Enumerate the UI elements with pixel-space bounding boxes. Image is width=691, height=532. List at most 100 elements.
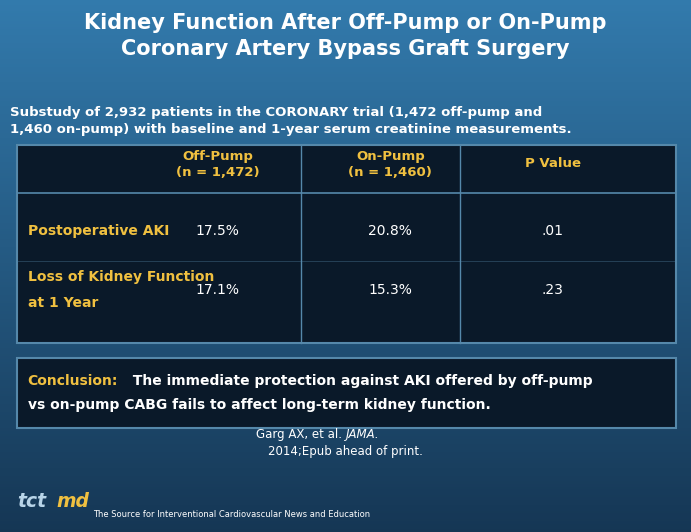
Bar — [0, 178, 691, 181]
Bar — [0, 298, 691, 301]
Bar — [0, 93, 691, 96]
Bar — [0, 290, 691, 293]
Bar — [0, 136, 691, 138]
Bar — [0, 439, 691, 442]
Bar — [0, 458, 691, 460]
Bar — [0, 354, 691, 356]
Bar — [0, 322, 691, 325]
Bar — [0, 237, 691, 239]
Bar — [0, 101, 691, 104]
Bar — [0, 508, 691, 511]
Text: Substudy of 2,932 patients in the CORONARY trial (1,472 off-pump and
1,460 on-pu: Substudy of 2,932 patients in the CORONA… — [10, 106, 572, 136]
Bar — [0, 247, 691, 250]
Bar — [0, 484, 691, 487]
Bar — [0, 394, 691, 396]
Text: .01: .01 — [542, 225, 564, 238]
Bar — [0, 69, 691, 72]
Bar — [0, 362, 691, 364]
Bar — [0, 497, 691, 500]
Bar — [0, 64, 691, 66]
Bar — [0, 311, 691, 314]
Bar — [0, 402, 691, 404]
Bar — [0, 442, 691, 444]
Bar — [0, 513, 691, 516]
Bar — [0, 215, 691, 218]
Bar — [0, 466, 691, 468]
Bar — [0, 516, 691, 519]
Bar — [0, 72, 691, 74]
Bar — [0, 285, 691, 287]
FancyBboxPatch shape — [17, 358, 676, 428]
Bar — [0, 418, 691, 420]
Bar — [0, 447, 691, 450]
Bar — [0, 8, 691, 11]
Bar — [0, 29, 691, 32]
Bar — [0, 173, 691, 176]
FancyBboxPatch shape — [17, 145, 676, 343]
Bar — [0, 529, 691, 532]
Bar — [0, 306, 691, 309]
Bar — [0, 109, 691, 112]
Text: 2014;Epub ahead of print.: 2014;Epub ahead of print. — [268, 445, 423, 458]
Bar — [0, 468, 691, 471]
Bar — [0, 32, 691, 35]
Bar — [0, 192, 691, 194]
Bar — [0, 239, 691, 242]
Bar — [0, 471, 691, 473]
Bar — [0, 426, 691, 428]
Bar — [0, 492, 691, 495]
Bar — [0, 141, 691, 144]
Bar — [0, 128, 691, 130]
Text: tct: tct — [17, 492, 46, 511]
Bar — [0, 489, 691, 492]
Bar — [0, 122, 691, 125]
Bar — [0, 495, 691, 497]
Text: at 1 Year: at 1 Year — [28, 296, 98, 310]
Bar — [0, 420, 691, 423]
Bar — [0, 487, 691, 489]
Bar — [0, 271, 691, 274]
Bar — [0, 330, 691, 332]
Text: 17.5%: 17.5% — [196, 225, 240, 238]
Bar — [0, 242, 691, 245]
Bar — [0, 314, 691, 317]
Bar — [0, 293, 691, 295]
Bar — [0, 11, 691, 13]
Bar — [0, 146, 691, 149]
Bar — [0, 149, 691, 152]
Bar — [0, 460, 691, 463]
Bar — [0, 80, 691, 82]
Bar — [0, 98, 691, 101]
Bar — [0, 266, 691, 269]
Bar — [0, 287, 691, 290]
Bar — [0, 348, 691, 351]
Text: 20.8%: 20.8% — [368, 225, 413, 238]
Bar — [0, 404, 691, 407]
Text: Garg AX, et al.: Garg AX, et al. — [256, 428, 346, 441]
Bar — [0, 412, 691, 415]
Bar — [0, 274, 691, 277]
Bar — [0, 184, 691, 186]
Bar — [0, 375, 691, 378]
Bar — [0, 503, 691, 505]
Bar — [0, 234, 691, 237]
Bar — [0, 431, 691, 434]
Bar — [0, 383, 691, 386]
Bar — [0, 511, 691, 513]
Bar — [0, 27, 691, 29]
Bar — [0, 207, 691, 210]
Bar — [0, 144, 691, 146]
Bar — [0, 399, 691, 402]
Bar — [0, 82, 691, 85]
Text: JAMA.: JAMA. — [346, 428, 379, 441]
Bar — [0, 40, 691, 43]
Bar — [0, 255, 691, 258]
Bar — [0, 277, 691, 279]
Bar — [0, 428, 691, 431]
Bar — [0, 0, 691, 3]
Bar — [0, 455, 691, 458]
Bar — [0, 343, 691, 346]
Bar — [0, 263, 691, 266]
Bar — [0, 197, 691, 200]
Text: Off-Pump
(n = 1,472): Off-Pump (n = 1,472) — [176, 150, 260, 179]
